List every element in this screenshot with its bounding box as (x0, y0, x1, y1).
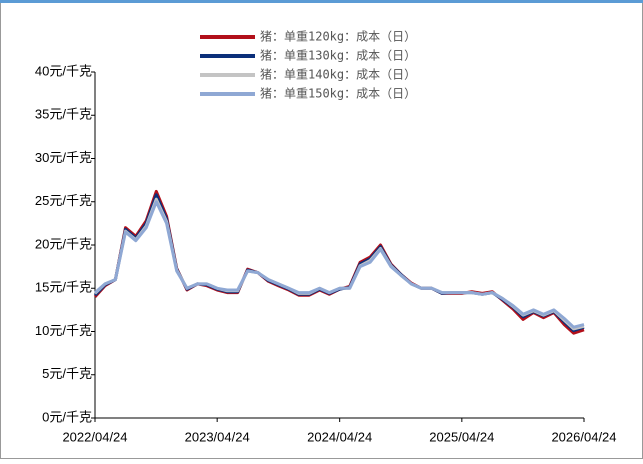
y-tick-label: 30元/千克 (35, 150, 92, 165)
x-tick-label: 2025/04/24 (429, 429, 494, 444)
y-tick-label: 35元/千克 (35, 107, 92, 122)
y-tick-label: 10元/千克 (35, 323, 92, 338)
x-tick-label: 2023/04/24 (185, 429, 250, 444)
x-tick-label: 2026/04/24 (551, 429, 616, 444)
legend-label: 猪：单重140kg：成本（日） (260, 68, 416, 82)
y-tick-label: 5元/千克 (42, 366, 92, 381)
y-tick-label: 15元/千克 (35, 280, 92, 295)
y-tick-label: 25元/千克 (35, 193, 92, 208)
x-tick-label: 2022/04/24 (62, 429, 127, 444)
legend-label: 猪：单重120kg：成本（日） (260, 30, 416, 44)
series-line (94, 200, 585, 329)
legend-label: 猪：单重150kg：成本（日） (260, 87, 416, 101)
legend-label: 猪：单重130kg：成本（日） (260, 49, 416, 63)
y-tick-label: 20元/千克 (35, 236, 92, 251)
y-tick-label: 0元/千克 (42, 409, 92, 424)
y-tick-label: 40元/千克 (35, 63, 92, 78)
x-tick-label: 2024/04/24 (307, 429, 372, 444)
